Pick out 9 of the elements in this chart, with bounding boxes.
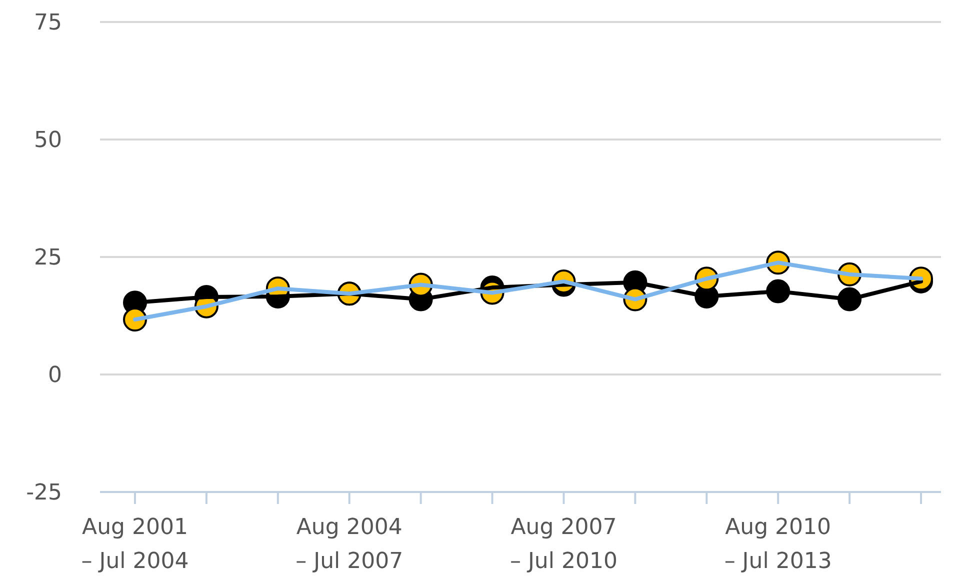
- y-tick-label: 25: [34, 246, 62, 271]
- x-tick-label: Aug 2001 – Jul 2004: [81, 515, 189, 574]
- y-tick-label: 75: [34, 10, 62, 36]
- y-tick-label: 0: [48, 363, 62, 388]
- x-tick-label: Aug 2007 – Jul 2010: [510, 515, 618, 574]
- y-tick-label: 50: [34, 128, 62, 154]
- x-tick-label: Aug 2004 – Jul 2007: [296, 515, 404, 574]
- x-tick-label: Aug 2010 – Jul 2013: [724, 515, 832, 574]
- y-tick-label: -25: [26, 480, 62, 506]
